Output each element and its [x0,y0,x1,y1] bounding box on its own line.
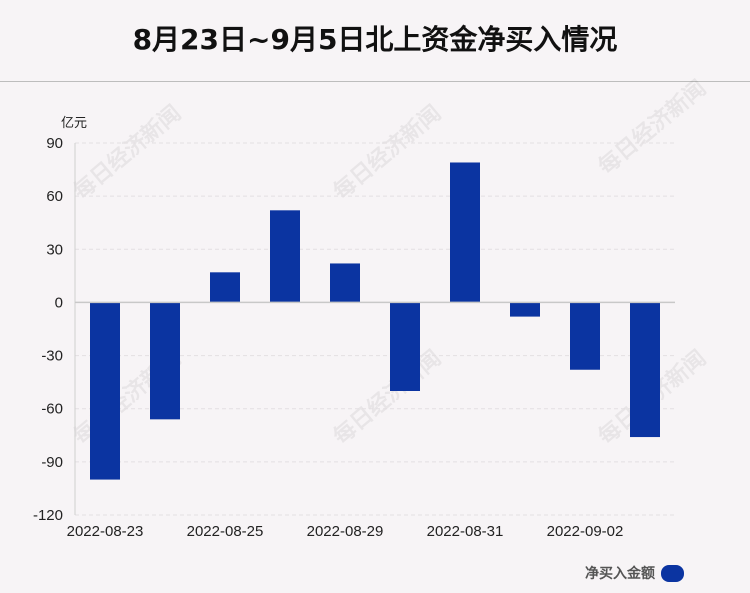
legend-label: 净买入金额 [585,566,655,582]
y-tick-label: -60 [41,401,63,418]
title-divider [0,81,750,82]
bar-2022-08-23 [90,302,120,480]
legend-swatch [661,564,684,582]
x-tick-label: 2022-08-25 [187,523,264,540]
y-axis-unit-label: 亿元 [61,116,88,131]
y-tick-label: 30 [46,241,63,258]
y-tick-label: -120 [33,507,63,524]
x-tick-label: 2022-09-02 [547,523,624,540]
bar-2022-09-01 [510,302,540,317]
y-tick-label: -30 [41,348,63,365]
bar-2022-08-26 [270,210,300,303]
bar-2022-09-05 [630,302,660,438]
chart-title: 8月23日~9月5日北上资金净买入情况 [132,23,618,56]
chart-legend: 净买入金额 [585,563,684,583]
x-tick-label: 2022-08-23 [67,523,144,540]
y-tick-label: 90 [46,135,63,152]
y-tick-label: 0 [55,294,63,311]
bar-2022-08-25 [210,272,240,303]
bar-2022-08-30 [390,302,420,391]
y-tick-label: -90 [41,454,63,471]
y-tick-label: 60 [46,188,63,205]
bar-2022-08-29 [330,263,360,303]
bar-2022-09-02 [570,302,600,370]
bar-2022-08-31 [450,162,480,303]
bar-2022-08-24 [150,302,180,420]
x-tick-label: 2022-08-29 [307,523,384,540]
x-tick-label: 2022-08-31 [427,523,504,540]
